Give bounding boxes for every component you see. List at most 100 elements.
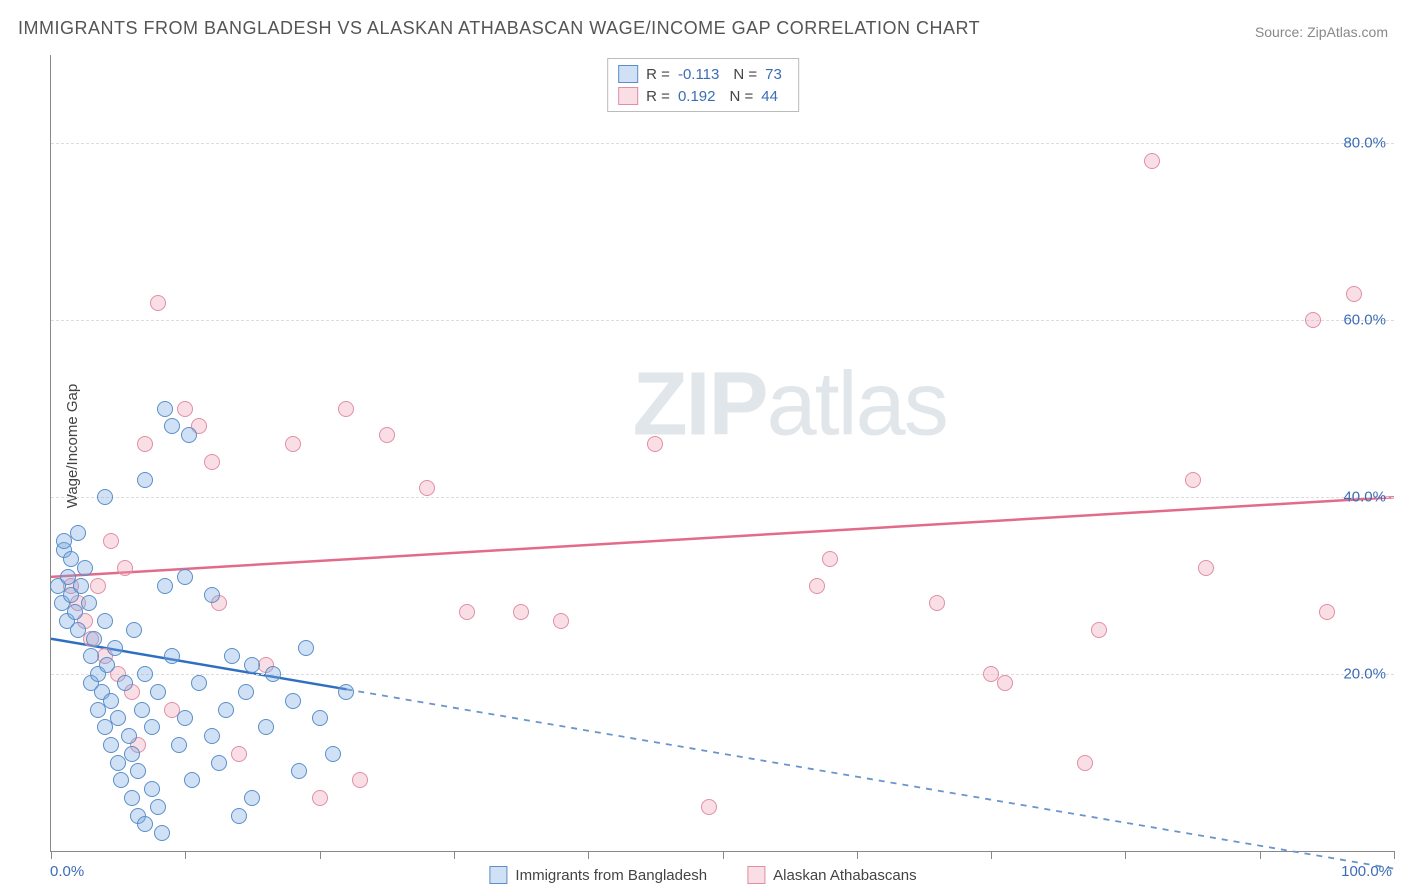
scatter-point-series1 (204, 587, 220, 603)
chart-title: IMMIGRANTS FROM BANGLADESH VS ALASKAN AT… (18, 18, 980, 39)
scatter-point-series2 (809, 578, 825, 594)
source-value: ZipAtlas.com (1307, 24, 1388, 40)
scatter-point-series2 (231, 746, 247, 762)
scatter-point-series2 (822, 551, 838, 567)
scatter-point-series1 (191, 675, 207, 691)
x-axis-max-label: 100.0% (1341, 863, 1392, 880)
scatter-point-series2 (177, 401, 193, 417)
scatter-point-series1 (103, 693, 119, 709)
scatter-point-series1 (73, 578, 89, 594)
scatter-point-series2 (997, 675, 1013, 691)
legend-label-2: Alaskan Athabascans (773, 867, 916, 884)
scatter-point-series1 (130, 763, 146, 779)
scatter-point-series1 (86, 631, 102, 647)
r-label-2: R = (646, 88, 670, 105)
trendline-series1-dashed (346, 689, 1394, 868)
scatter-point-series2 (338, 401, 354, 417)
plot-area: ZIPatlas 20.0%40.0%60.0%80.0% (50, 55, 1394, 852)
scatter-point-series2 (285, 436, 301, 452)
legend-item-1: Immigrants from Bangladesh (489, 866, 707, 884)
scatter-point-series1 (291, 763, 307, 779)
scatter-point-series2 (352, 772, 368, 788)
n-value-2: 44 (761, 88, 778, 105)
scatter-point-series2 (1144, 153, 1160, 169)
scatter-point-series1 (144, 781, 160, 797)
legend-item-2: Alaskan Athabascans (747, 866, 916, 884)
scatter-point-series2 (204, 454, 220, 470)
scatter-point-series1 (150, 799, 166, 815)
scatter-point-series1 (184, 772, 200, 788)
scatter-point-series2 (929, 595, 945, 611)
scatter-point-series1 (134, 702, 150, 718)
scatter-point-series1 (126, 622, 142, 638)
x-tick (454, 851, 455, 859)
n-value-1: 73 (765, 66, 782, 83)
scatter-point-series1 (312, 710, 328, 726)
scatter-point-series1 (81, 595, 97, 611)
gridline (51, 674, 1394, 675)
scatter-point-series1 (137, 816, 153, 832)
scatter-point-series1 (325, 746, 341, 762)
scatter-point-series2 (1319, 604, 1335, 620)
scatter-point-series1 (110, 710, 126, 726)
x-tick (51, 851, 52, 859)
scatter-point-series1 (144, 719, 160, 735)
chart-container: IMMIGRANTS FROM BANGLADESH VS ALASKAN AT… (0, 0, 1406, 892)
scatter-point-series1 (224, 648, 240, 664)
scatter-point-series2 (647, 436, 663, 452)
x-tick (185, 851, 186, 859)
scatter-point-series1 (211, 755, 227, 771)
correlation-row-2: R = 0.192 N = 44 (618, 85, 788, 107)
x-tick (1125, 851, 1126, 859)
scatter-point-series1 (177, 710, 193, 726)
series-legend: Immigrants from Bangladesh Alaskan Athab… (489, 866, 916, 884)
scatter-point-series1 (181, 427, 197, 443)
y-tick-label: 80.0% (1343, 135, 1386, 152)
scatter-point-series2 (137, 436, 153, 452)
scatter-point-series1 (238, 684, 254, 700)
swatch-series1-icon (618, 65, 638, 83)
scatter-point-series1 (117, 675, 133, 691)
scatter-point-series1 (154, 825, 170, 841)
scatter-point-series2 (513, 604, 529, 620)
scatter-point-series1 (99, 657, 115, 673)
source-label: Source: (1255, 24, 1307, 40)
x-axis-min-label: 0.0% (50, 863, 84, 880)
x-tick (857, 851, 858, 859)
scatter-point-series1 (107, 640, 123, 656)
scatter-point-series1 (77, 560, 93, 576)
scatter-point-series1 (157, 401, 173, 417)
scatter-point-series1 (121, 728, 137, 744)
scatter-point-series1 (137, 472, 153, 488)
scatter-point-series2 (1077, 755, 1093, 771)
scatter-point-series1 (164, 648, 180, 664)
scatter-point-series2 (117, 560, 133, 576)
scatter-point-series1 (70, 525, 86, 541)
scatter-point-series2 (419, 480, 435, 496)
swatch-series2-icon (747, 866, 765, 884)
scatter-point-series2 (150, 295, 166, 311)
x-tick (1394, 851, 1395, 859)
y-tick-label: 40.0% (1343, 489, 1386, 506)
scatter-point-series1 (244, 657, 260, 673)
scatter-point-series2 (1091, 622, 1107, 638)
scatter-point-series2 (312, 790, 328, 806)
n-label-2: N = (729, 88, 753, 105)
scatter-point-series1 (231, 808, 247, 824)
scatter-point-series1 (150, 684, 166, 700)
source-attribution: Source: ZipAtlas.com (1255, 24, 1388, 40)
scatter-point-series1 (70, 622, 86, 638)
trend-lines-svg (51, 55, 1394, 851)
gridline (51, 497, 1394, 498)
scatter-point-series2 (459, 604, 475, 620)
scatter-point-series2 (701, 799, 717, 815)
x-tick (1260, 851, 1261, 859)
scatter-point-series2 (1305, 312, 1321, 328)
scatter-point-series1 (218, 702, 234, 718)
correlation-legend: R = -0.113 N = 73 R = 0.192 N = 44 (607, 58, 799, 112)
scatter-point-series1 (103, 737, 119, 753)
y-tick-label: 60.0% (1343, 312, 1386, 329)
gridline (51, 143, 1394, 144)
scatter-point-series2 (103, 533, 119, 549)
gridline (51, 320, 1394, 321)
